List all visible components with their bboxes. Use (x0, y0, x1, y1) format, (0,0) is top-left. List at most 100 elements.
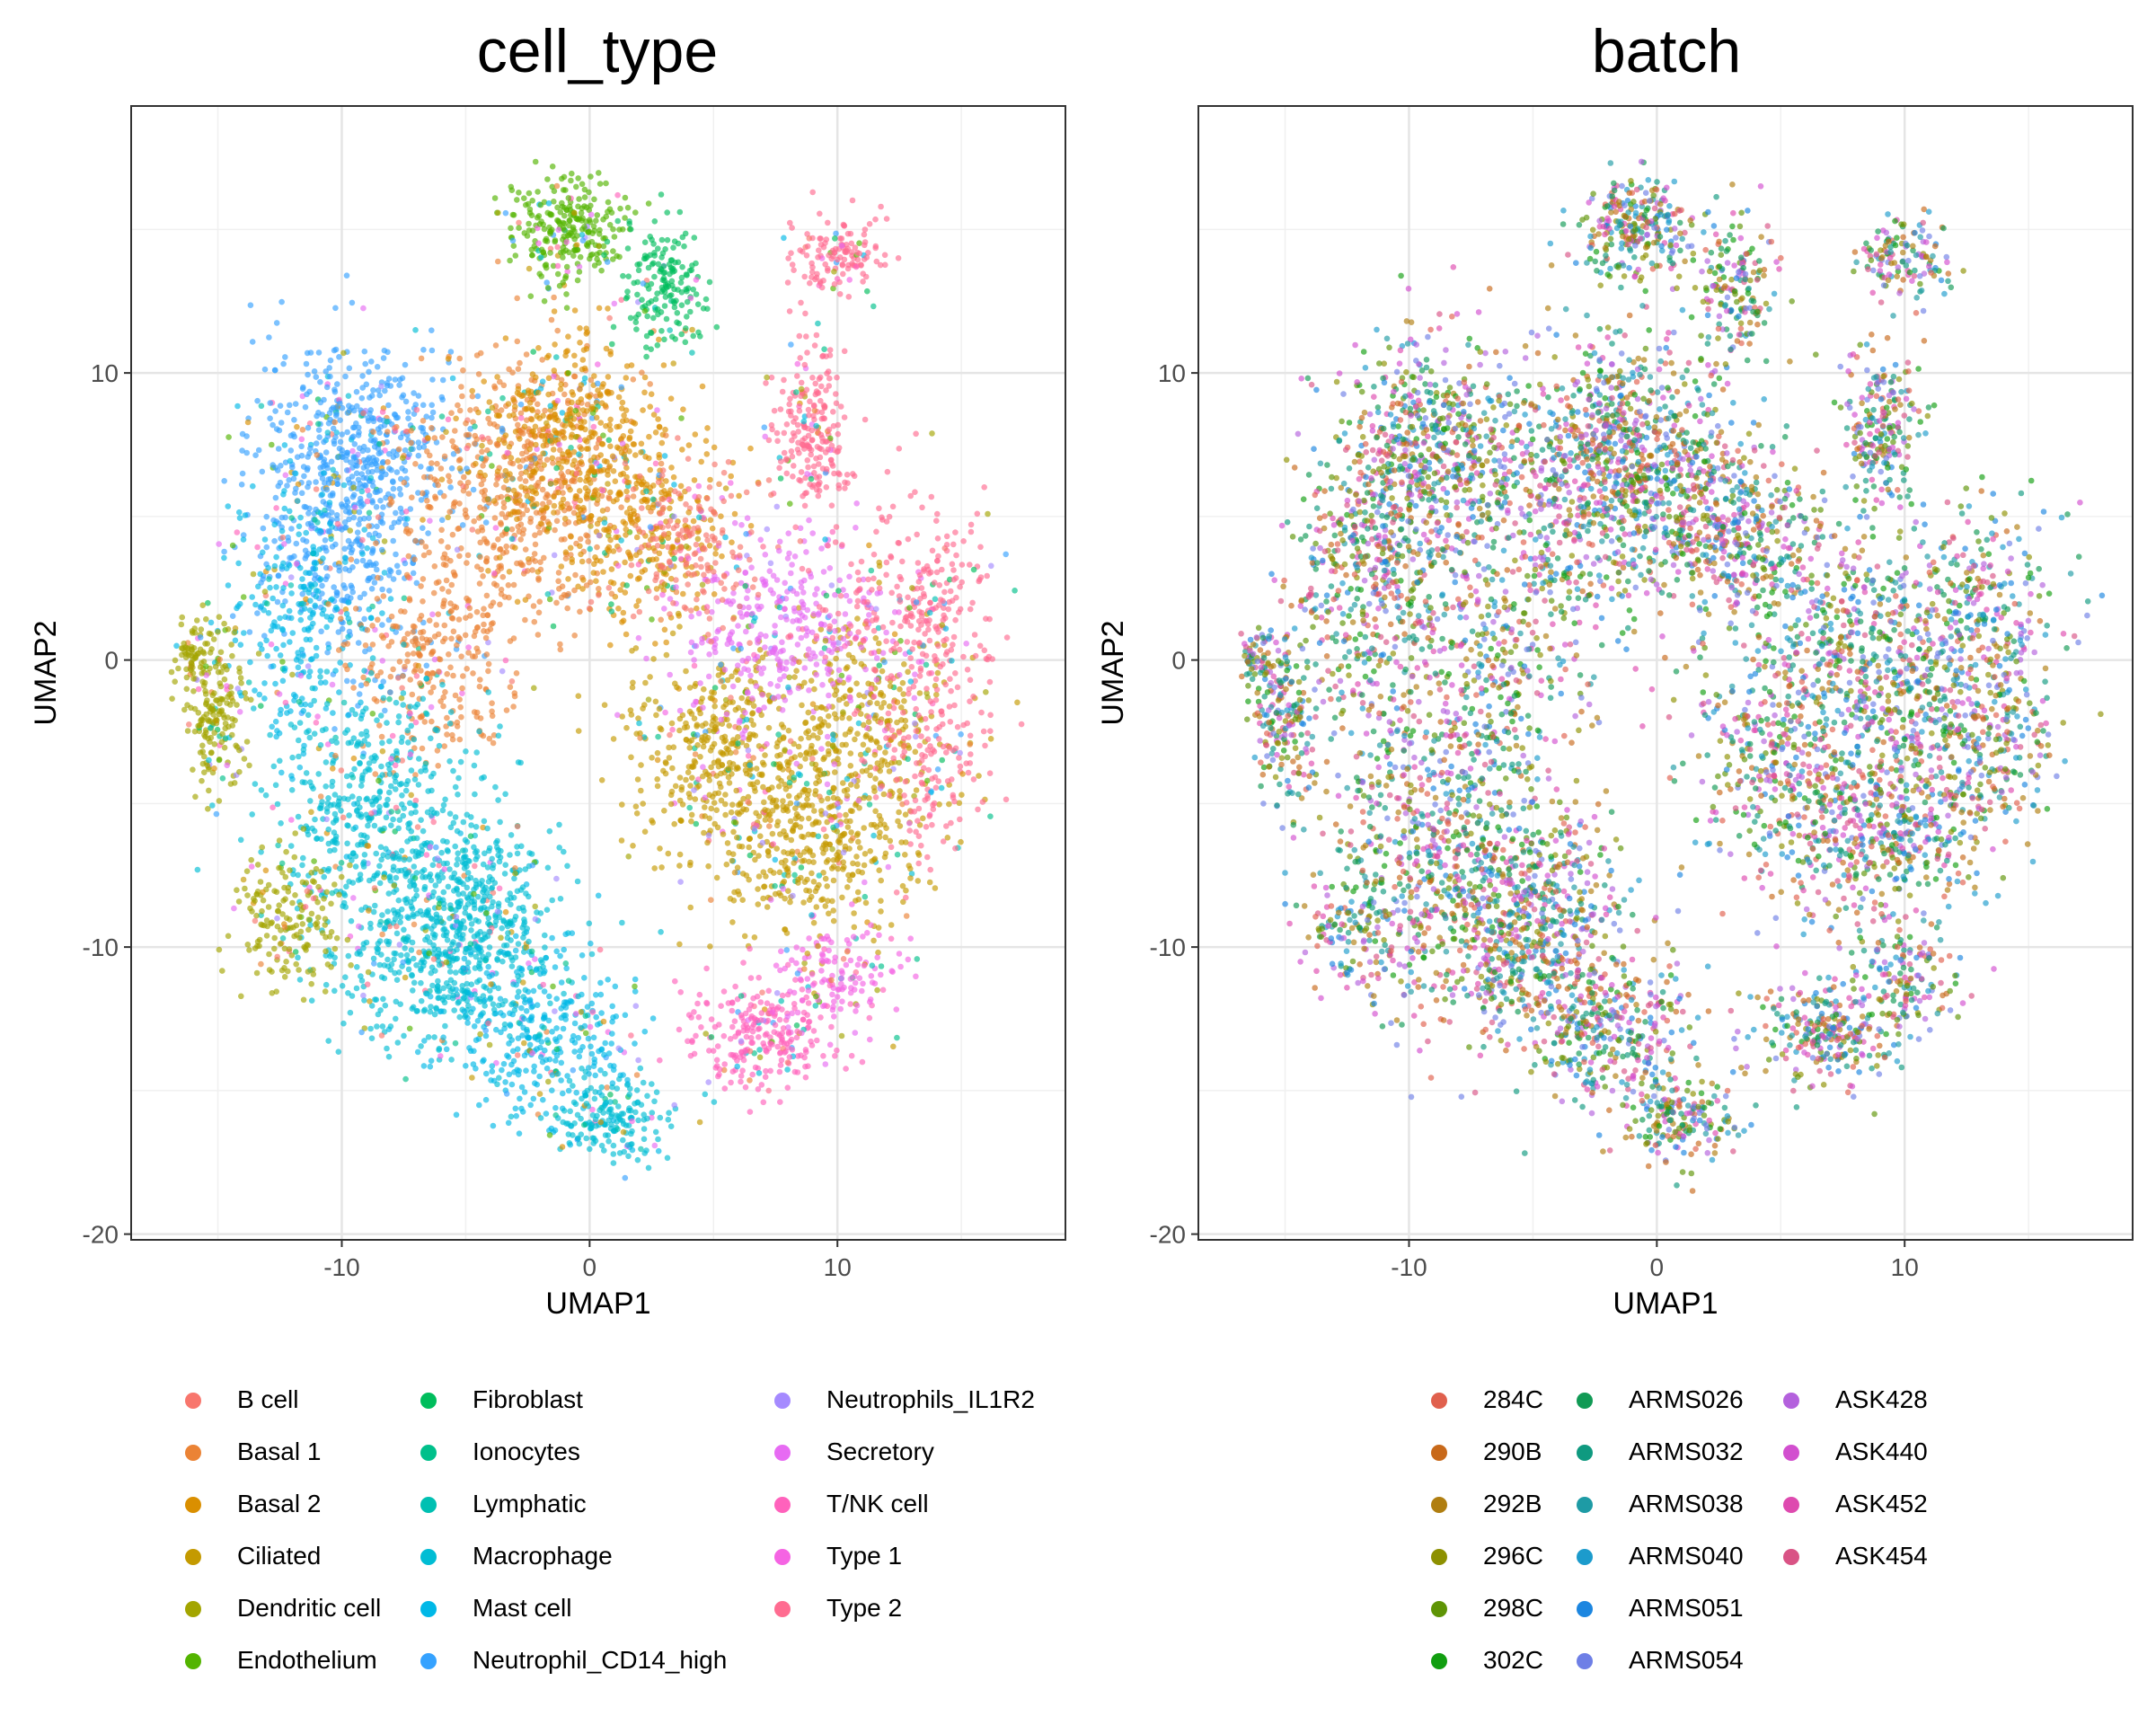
data-point (359, 557, 367, 564)
data-point (386, 572, 393, 579)
data-point (287, 582, 295, 588)
data-point (267, 415, 273, 422)
data-point (239, 470, 246, 477)
data-point (333, 512, 340, 518)
data-point (351, 504, 358, 511)
data-point (238, 482, 245, 488)
data-point (349, 447, 356, 455)
data-point (358, 394, 366, 402)
data-point (247, 302, 254, 309)
data-point (348, 549, 355, 556)
data-point (278, 420, 285, 426)
data-point (374, 566, 380, 573)
data-point (402, 521, 410, 528)
data-point (391, 519, 398, 526)
data-point (349, 588, 357, 596)
data-point (221, 548, 227, 555)
data-point (338, 501, 345, 508)
data-point (349, 299, 356, 306)
data-point (345, 393, 352, 400)
data-point (277, 479, 284, 486)
data-point (347, 544, 353, 551)
data-point (347, 527, 354, 534)
data-point (362, 360, 369, 367)
data-point (379, 586, 385, 593)
data-point (315, 427, 323, 433)
data-point (379, 622, 385, 628)
data-point (298, 436, 305, 443)
data-point (288, 526, 295, 532)
data-point (240, 594, 247, 600)
data-point (305, 480, 313, 486)
data-point (263, 544, 270, 551)
data-point (361, 615, 367, 623)
data-point (393, 562, 401, 570)
data-point (350, 678, 357, 685)
data-point (332, 541, 339, 548)
data-point (420, 444, 428, 450)
data-point (279, 659, 286, 665)
data-point (374, 523, 380, 530)
data-point (380, 355, 387, 361)
data-point (401, 595, 408, 602)
data-point (322, 537, 329, 544)
data-point (267, 400, 274, 406)
data-point (331, 726, 338, 732)
data-point (269, 441, 275, 448)
data-point (317, 378, 323, 385)
data-point (291, 433, 298, 440)
data-point (385, 402, 392, 409)
data-point (393, 551, 399, 558)
data-point (323, 564, 330, 571)
data-point (412, 327, 419, 333)
data-point (353, 558, 360, 565)
data-point (261, 366, 269, 373)
data-point (388, 524, 395, 531)
data-point (260, 525, 267, 532)
data-point (250, 571, 257, 578)
data-point (270, 421, 276, 429)
data-point (285, 537, 292, 544)
data-point (315, 349, 323, 356)
data-point (305, 510, 312, 517)
data-point (358, 682, 365, 689)
data-point (369, 499, 376, 506)
data-point (286, 477, 293, 483)
data-point (366, 509, 373, 517)
data-point (379, 519, 386, 526)
data-point (393, 509, 399, 517)
data-point (277, 402, 284, 410)
data-point (303, 538, 310, 544)
data-point (420, 347, 427, 353)
data-point (356, 691, 363, 697)
data-point (263, 513, 270, 520)
data-point (339, 404, 346, 411)
data-point (381, 538, 388, 544)
data-point (279, 535, 287, 541)
data-point (340, 699, 348, 706)
data-point (313, 506, 319, 513)
data-point (337, 438, 344, 446)
data-point (295, 481, 302, 488)
data-point (370, 387, 376, 394)
data-point (346, 628, 353, 635)
data-point (346, 567, 353, 574)
data-point (293, 540, 300, 547)
data-point (380, 504, 386, 510)
data-point (378, 546, 385, 553)
data-point (336, 567, 343, 574)
data-point (355, 640, 362, 646)
data-point (361, 590, 367, 597)
data-point (280, 360, 287, 367)
data-point (259, 468, 266, 475)
data-point (423, 662, 430, 669)
data-point (339, 625, 346, 632)
data-point (282, 354, 288, 360)
data-point (368, 550, 376, 556)
data-point (354, 529, 361, 535)
data-point (254, 397, 261, 404)
point-cloud (168, 158, 1025, 1181)
data-point (395, 569, 402, 576)
data-point (359, 536, 366, 544)
